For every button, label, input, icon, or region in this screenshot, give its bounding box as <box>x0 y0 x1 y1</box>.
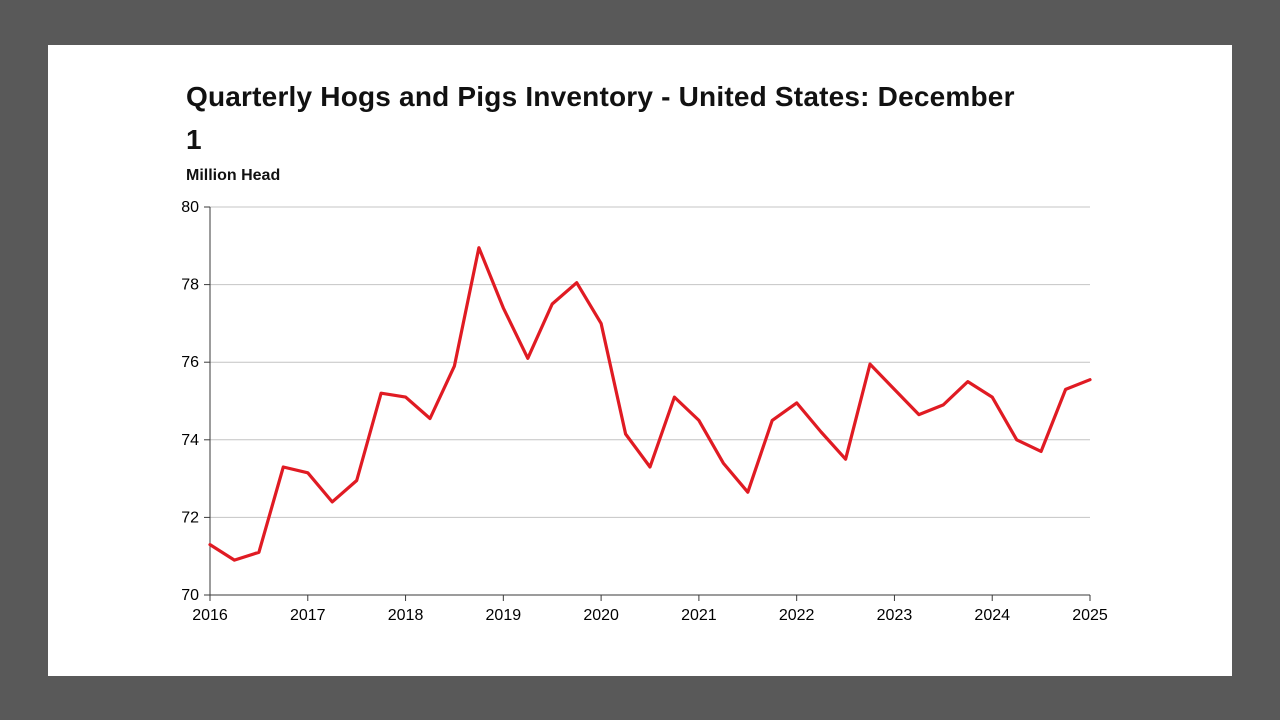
y-tick-label: 80 <box>181 199 199 216</box>
x-tick-label: 2025 <box>1072 607 1108 624</box>
y-tick-label: 70 <box>181 587 199 604</box>
y-axis-unit-label: Million Head <box>186 167 281 184</box>
y-tick-label: 76 <box>181 354 199 371</box>
x-tick-label: 2017 <box>290 607 326 624</box>
x-tick-label: 2024 <box>974 607 1010 624</box>
chart-title: Quarterly Hogs and Pigs Inventory - Unit… <box>186 81 1015 156</box>
x-tick-label: 2016 <box>192 607 228 624</box>
y-tick-label: 74 <box>181 432 199 449</box>
x-tick-label: 2023 <box>877 607 913 624</box>
y-tick-label: 78 <box>181 277 199 294</box>
x-tick-label: 2020 <box>583 607 619 624</box>
x-tick-label: 2018 <box>388 607 424 624</box>
x-tick-label: 2022 <box>779 607 815 624</box>
y-tick-label: 72 <box>181 509 199 526</box>
x-tick-label: 2019 <box>486 607 522 624</box>
line-chart: 70 72 74 76 78 80 2016 2017 2018 2019 2020 2021 2022… <box>181 199 1108 624</box>
x-tick-label: 2021 <box>681 607 717 624</box>
data-line <box>208 246 1092 562</box>
slide: Quarterly Hogs and Pigs Inventory - Unit… <box>48 45 1232 676</box>
